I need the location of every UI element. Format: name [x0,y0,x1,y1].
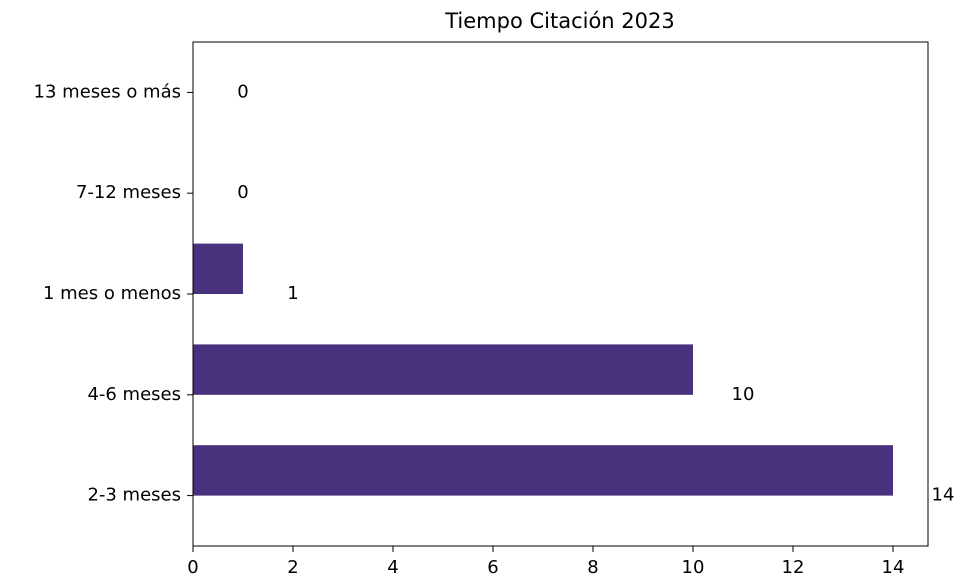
y-tick-label: 2-3 meses [87,485,181,506]
y-tick-label: 1 mes o menos [43,283,181,304]
y-tick-label: 13 meses o más [34,81,181,102]
x-tick-label: 8 [587,557,598,576]
x-tick-label: 0 [187,557,198,576]
x-tick-label: 10 [682,557,705,576]
bar [193,243,243,294]
plot-frame [192,41,929,547]
x-tick-label: 14 [882,557,905,576]
value-label: 0 [237,81,248,102]
value-label: 0 [237,182,248,203]
x-tick-label: 6 [487,557,498,576]
value-label: 14 [932,485,955,506]
y-tick-label: 4-6 meses [87,384,181,405]
value-label: 1 [287,283,298,304]
x-tick-label: 12 [782,557,805,576]
x-tick-label: 2 [287,557,298,576]
chart-title: Tiempo Citación 2023 [444,9,675,33]
y-tick-label: 7-12 meses [76,182,181,203]
x-tick-label: 4 [387,557,398,576]
value-label: 10 [732,384,755,405]
bar [193,344,693,395]
bar [193,445,893,496]
